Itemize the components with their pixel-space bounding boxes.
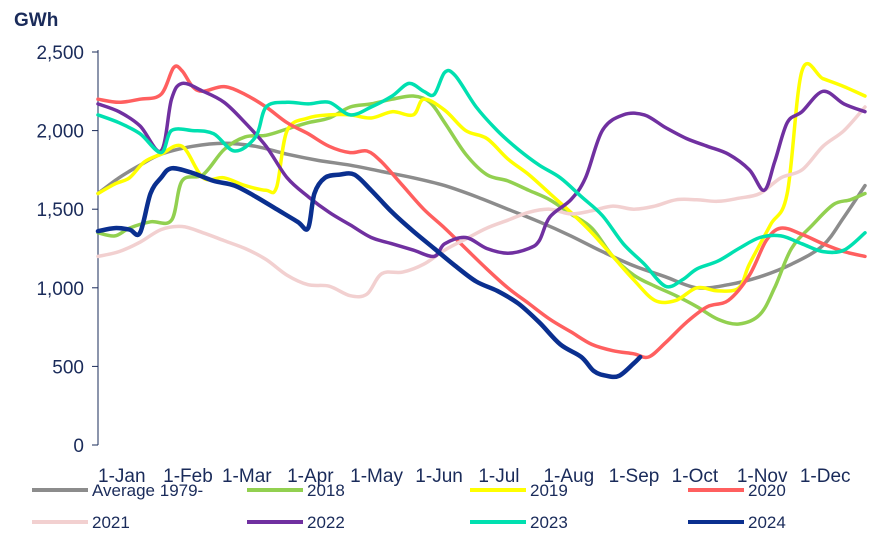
x-tick-label: 1-Oct [672,466,719,487]
legend-label-2: 2019 [530,481,568,500]
series-line-6 [96,68,867,289]
y-axis-ticks: 0 500 1,000 1,500 2,000 2,500 [36,43,98,457]
series-line-7 [95,165,643,380]
x-tick-label: 1-Apr [287,466,334,487]
x-tick-label: 1-May [350,466,403,487]
x-tick-label: 1-Mar [222,466,272,487]
x-tick-label: 1-Aug [543,466,594,487]
y-tick-label: 2,500 [36,43,84,64]
legend-label-3: 2020 [748,481,786,500]
y-tick-label: 1,000 [36,279,84,300]
legend-label-6: 2023 [530,513,568,532]
legend-label-5: 2022 [307,513,345,532]
y-tick-label: 0 [73,436,84,457]
series-line-0 [96,141,867,290]
legend-label-1: 2018 [307,481,345,500]
x-tick-label: 1-Jun [415,466,463,487]
x-tick-label: 1-Feb [163,466,213,487]
series-line-5 [96,81,867,259]
plot-area [95,61,867,380]
series-line-4 [96,105,867,299]
y-tick-label: 2,000 [36,122,84,143]
series-line-1 [96,94,867,326]
x-tick-label: 1-Jan [98,466,146,487]
legend: Average 1979- 2018 2019 2020 2021 2022 2023 202… [32,481,786,532]
y-tick-label: 1,500 [36,200,84,221]
y-tick-label: 500 [52,357,84,378]
x-tick-label: 1-Sep [609,466,660,487]
series-line-2 [96,61,867,305]
series-line-3 [96,64,867,360]
y-unit-label: GWh [14,10,58,31]
legend-label-7: 2024 [748,513,786,532]
legend-label-4: 2021 [92,513,130,532]
x-tick-label: 1-Jul [478,466,519,487]
x-tick-label: 1-Dec [800,466,851,487]
x-tick-label: 1-Nov [737,466,788,487]
x-axis-labels: 1-Jan 1-Feb 1-Mar 1-Apr 1-May 1-Jun 1-Jul 1-Aug… [98,466,851,487]
legend-label-0: Average 1979- [92,481,203,500]
